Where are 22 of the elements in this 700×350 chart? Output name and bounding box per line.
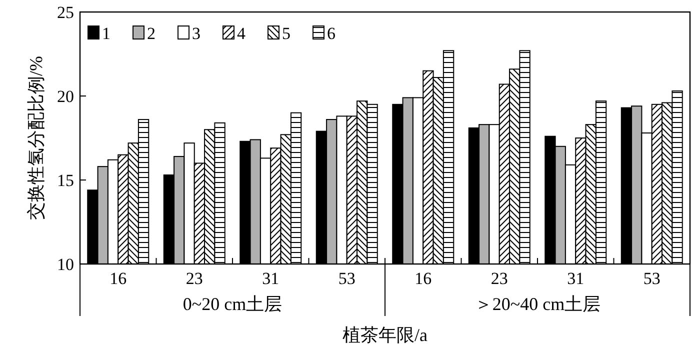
x-tick-label: 23 (490, 269, 508, 288)
legend-label: 3 (192, 24, 200, 43)
y-tick-label: 20 (57, 87, 74, 106)
legend-label: 4 (237, 24, 246, 43)
x-tick-label: 23 (186, 269, 203, 288)
x-tick-label: 53 (643, 269, 660, 288)
legend-label: 5 (282, 24, 290, 43)
text: ＞20~40 cm土层 (474, 294, 601, 314)
y-axis-title: 交换性氢分配比例/% (26, 56, 46, 220)
legend-label: 6 (327, 24, 336, 43)
legend-label: 2 (147, 24, 156, 43)
legend-label: 1 (102, 24, 110, 43)
y-tick-label: 15 (57, 171, 74, 190)
x-tick-label: 16 (110, 269, 127, 288)
x-tick-label: 31 (262, 269, 280, 288)
x-axis-title: 植茶年限/a (342, 325, 428, 345)
x-tick-label: 53 (338, 269, 356, 288)
x-tick-label: 16 (414, 269, 432, 288)
y-tick-label: 25 (57, 3, 74, 22)
text: 0~20 cm土层 (182, 294, 282, 314)
x-tick-label: 31 (567, 269, 584, 288)
y-tick-label: 10 (57, 255, 74, 274)
